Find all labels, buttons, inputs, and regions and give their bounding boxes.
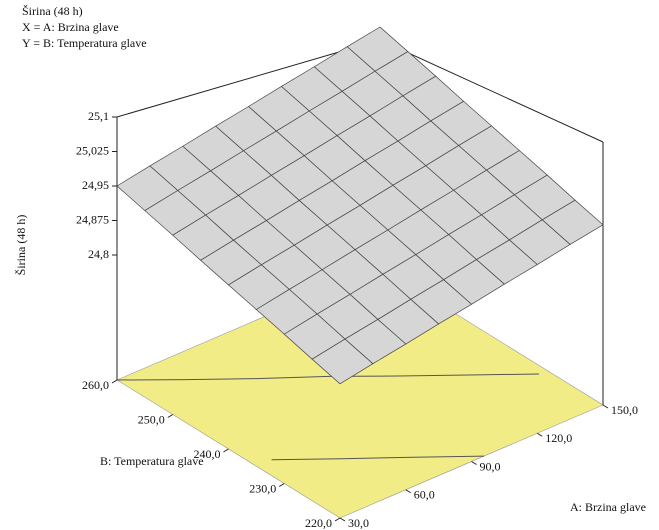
z-tick-label: 25,1: [88, 109, 109, 123]
y-tick-label: 250,0: [138, 412, 165, 426]
z-tick-label: 24,875: [76, 212, 109, 226]
x-tick-label: 120,0: [545, 431, 572, 445]
y-tick: [334, 517, 341, 522]
y-tick: [111, 379, 118, 384]
x-tick-label: 90,0: [480, 459, 501, 473]
x-tick: [405, 489, 412, 494]
y-tick-label: 220,0: [305, 516, 332, 530]
y-tick: [223, 448, 229, 453]
z-tick-label: 24,8: [88, 247, 109, 261]
z-axis-label: Širina (48 h): [14, 215, 28, 276]
chart-title: Širina (48 h): [22, 4, 83, 18]
z-tick-label: 24,95: [82, 178, 109, 192]
x-axis-label: A: Brzina glave: [570, 500, 646, 514]
axis-line: [116, 39, 381, 118]
y-tick: [278, 483, 285, 487]
z-tick-label: 25,025: [76, 143, 109, 157]
axis-line: [379, 39, 604, 143]
x-tick: [471, 461, 477, 465]
x-tick: [339, 517, 346, 522]
chart-title: X = A: Brzina glave: [22, 20, 119, 34]
y-tick: [167, 414, 174, 418]
y-tick-label: 240,0: [194, 447, 221, 461]
x-tick: [536, 432, 543, 437]
contour-line: [116, 373, 540, 381]
x-tick-label: 30,0: [348, 516, 369, 530]
y-axis-label: B: Temperatura glave: [100, 454, 204, 468]
contour-line: [271, 455, 485, 461]
y-tick-label: 230,0: [249, 481, 276, 495]
chart-title: Y = B: Temperatura glave: [22, 36, 147, 50]
x-tick-label: 150,0: [611, 403, 638, 417]
x-tick: [602, 404, 609, 409]
surface-cell: [311, 338, 374, 385]
y-tick-label: 260,0: [82, 378, 109, 392]
x-tick-label: 60,0: [414, 488, 435, 502]
